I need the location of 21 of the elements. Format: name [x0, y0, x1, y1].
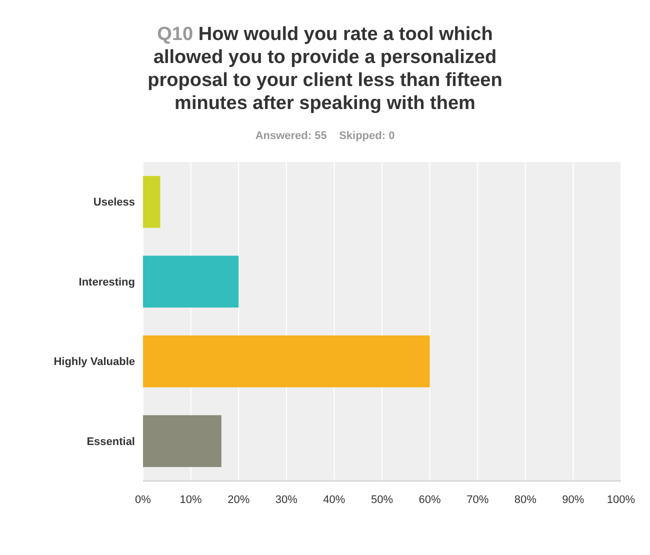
x-tick-label: 60%	[418, 494, 442, 506]
y-tick-label: Interesting	[78, 276, 135, 288]
x-tick-label: 80%	[514, 494, 537, 506]
x-tick-label: 70%	[466, 494, 489, 506]
bar	[143, 415, 222, 468]
chart-subtitle: Answered: 55 Skipped: 0	[255, 130, 395, 142]
x-tick-label: 20%	[228, 494, 250, 506]
bar	[143, 256, 239, 308]
y-tick-label: Highly Valuable	[54, 356, 135, 368]
bar	[143, 176, 160, 228]
x-tick-label: 90%	[562, 494, 584, 506]
chart-title: Q10 How would you rate a tool which allowed you to provide a personalized proposal to your client less than fifteen minutes after speaking with them	[148, 24, 502, 114]
y-tick-label: Essential	[86, 436, 135, 448]
bar	[143, 335, 430, 388]
x-tick-label: 40%	[323, 494, 346, 506]
x-tick-label: 30%	[275, 494, 298, 506]
x-tick-label: 0%	[135, 494, 152, 506]
x-tick-label: 100%	[606, 494, 636, 506]
y-tick-label: Useless	[93, 196, 135, 209]
x-tick-label: 50%	[370, 494, 394, 506]
x-tick-label: 10%	[180, 494, 202, 506]
